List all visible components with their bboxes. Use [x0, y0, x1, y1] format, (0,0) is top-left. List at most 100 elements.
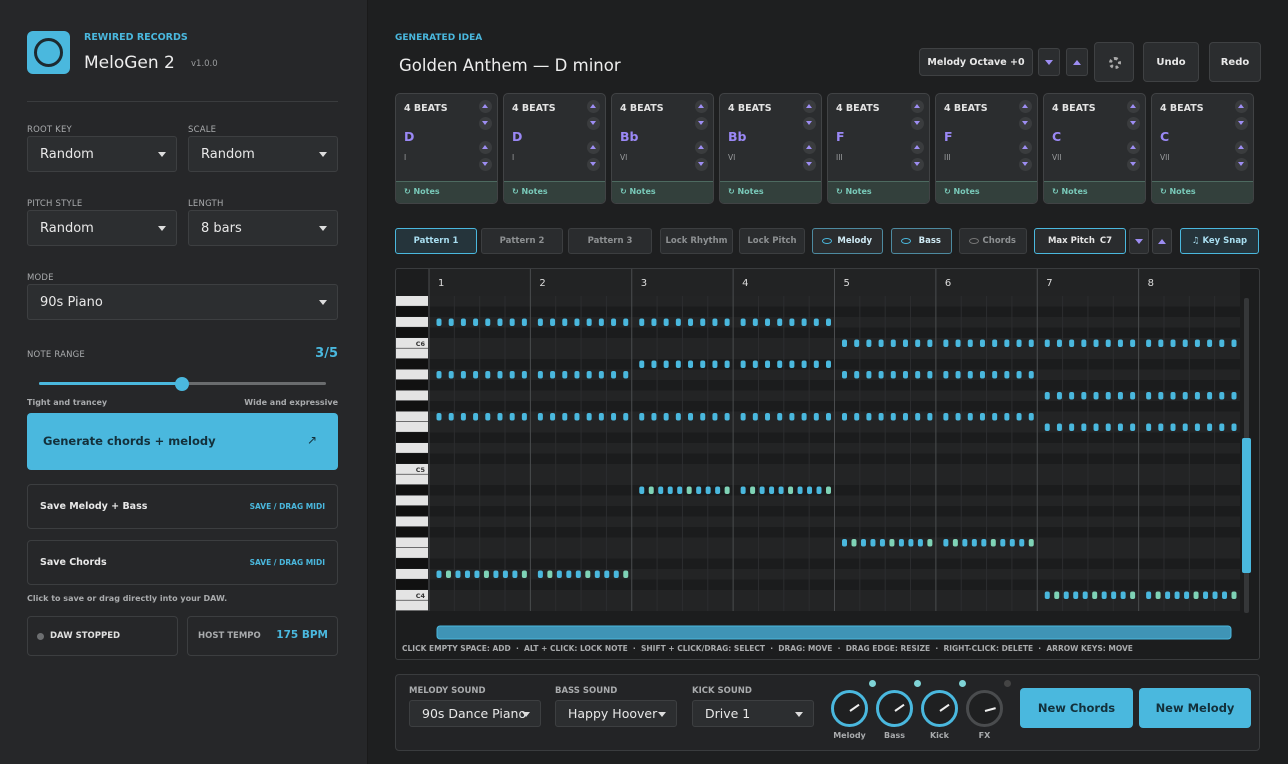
- chord-card[interactable]: 4 BEATS D I ↻ Notes: [503, 93, 606, 204]
- chord-card[interactable]: 4 BEATS D I ↻ Notes: [395, 93, 498, 204]
- chord-card[interactable]: 4 BEATS Bb VI ↻ Notes: [719, 93, 822, 204]
- step-button[interactable]: [803, 141, 816, 154]
- redo-button[interactable]: Redo: [1209, 42, 1261, 82]
- note: [623, 570, 629, 578]
- sound-select[interactable]: Drive 1: [692, 700, 814, 727]
- dropdown[interactable]: 90s Piano: [27, 284, 338, 320]
- note: [1194, 339, 1200, 347]
- step-button[interactable]: [1127, 117, 1140, 130]
- save-box[interactable]: Save Melody + Bass SAVE / DRAG MIDI: [27, 484, 338, 529]
- new-chords[interactable]: New Chords: [1020, 688, 1133, 728]
- step-button[interactable]: [911, 158, 924, 171]
- dropdown[interactable]: 8 bars: [188, 210, 338, 246]
- knob[interactable]: [876, 690, 913, 727]
- arrow-icon: [698, 104, 704, 108]
- notes-footer[interactable]: ↻ Notes: [828, 181, 929, 203]
- lock-button[interactable]: Lock Pitch: [739, 228, 805, 254]
- step-button[interactable]: [479, 158, 492, 171]
- notes-footer[interactable]: ↻ Notes: [1152, 181, 1253, 203]
- knob-label: Kick: [929, 731, 949, 740]
- track-toggle[interactable]: Chords: [959, 228, 1027, 254]
- knob[interactable]: [921, 690, 958, 727]
- notes-button: ↻ Notes: [512, 187, 548, 196]
- undo-button[interactable]: Undo: [1143, 42, 1199, 82]
- step-button[interactable]: [1235, 117, 1248, 130]
- logo[interactable]: [27, 31, 70, 74]
- dropdown[interactable]: Random: [188, 136, 338, 172]
- step-button[interactable]: [695, 117, 708, 130]
- step-button[interactable]: [1127, 100, 1140, 113]
- track-toggle[interactable]: Bass: [891, 228, 952, 254]
- note: [1016, 371, 1022, 379]
- notes-footer[interactable]: ↻ Notes: [504, 181, 605, 203]
- step-button[interactable]: [479, 100, 492, 113]
- step-button[interactable]: [1019, 158, 1032, 171]
- step-button[interactable]: [1235, 158, 1248, 171]
- step-button[interactable]: [1019, 100, 1032, 113]
- step-button[interactable]: [1235, 100, 1248, 113]
- dropdown[interactable]: Random: [27, 210, 177, 246]
- max-pitch[interactable]: Max Pitch C7: [1034, 228, 1126, 254]
- pattern-tab[interactable]: Pattern 2: [481, 228, 563, 254]
- notes-footer[interactable]: ↻ Notes: [612, 181, 713, 203]
- chord-beats: 4 BEATS: [836, 103, 880, 114]
- notes-footer[interactable]: ↻ Notes: [396, 181, 497, 203]
- sound-select[interactable]: 90s Dance Piano: [409, 700, 541, 727]
- note: [639, 413, 645, 421]
- step-button[interactable]: [911, 100, 924, 113]
- note: [1231, 591, 1237, 599]
- step-button[interactable]: [587, 117, 600, 130]
- pattern-tab[interactable]: Pattern 3: [568, 228, 652, 254]
- step-button[interactable]: [911, 117, 924, 130]
- step-button[interactable]: [803, 158, 816, 171]
- pitch-down[interactable]: [1129, 228, 1149, 254]
- step-button[interactable]: [1127, 141, 1140, 154]
- notes-footer[interactable]: ↻ Notes: [1044, 181, 1145, 203]
- notes-footer[interactable]: ↻ Notes: [720, 181, 821, 203]
- sound-select[interactable]: Happy Hoover: [555, 700, 677, 727]
- step-button[interactable]: [587, 100, 600, 113]
- knob[interactable]: [831, 690, 868, 727]
- step-button[interactable]: [803, 117, 816, 130]
- lock-button[interactable]: Lock Rhythm: [660, 228, 733, 254]
- step-button[interactable]: [587, 141, 600, 154]
- step-button[interactable]: [803, 100, 816, 113]
- arrow-icon: [590, 145, 596, 149]
- step-button[interactable]: [695, 158, 708, 171]
- notes-footer[interactable]: ↻ Notes: [936, 181, 1037, 203]
- octave-up[interactable]: [1066, 48, 1088, 76]
- save-box[interactable]: Save Chords SAVE / DRAG MIDI: [27, 540, 338, 585]
- slider-thumb[interactable]: [175, 377, 189, 391]
- tempo-label: HOST TEMPO: [198, 631, 261, 641]
- chord-card[interactable]: 4 BEATS Bb VI ↻ Notes: [611, 93, 714, 204]
- chord-card[interactable]: 4 BEATS F III ↻ Notes: [827, 93, 930, 204]
- step-button[interactable]: [1235, 141, 1248, 154]
- step-button[interactable]: [1127, 158, 1140, 171]
- key-snap[interactable]: ♫ Key Snap: [1180, 228, 1259, 254]
- step-button[interactable]: [1019, 141, 1032, 154]
- knob[interactable]: [966, 690, 1003, 727]
- chord-card[interactable]: 4 BEATS F III ↻ Notes: [935, 93, 1038, 204]
- piano-roll[interactable]: 1 2 3 4 5 6 7 8 C6 C5 C4: [395, 268, 1260, 660]
- note: [594, 570, 600, 578]
- step-button[interactable]: [911, 141, 924, 154]
- chord-card[interactable]: 4 BEATS C VII ↻ Notes: [1151, 93, 1254, 204]
- settings-button[interactable]: [1094, 42, 1134, 82]
- note: [550, 371, 556, 379]
- note: [1009, 539, 1015, 547]
- note: [1092, 591, 1098, 599]
- step-button[interactable]: [695, 141, 708, 154]
- octave-down[interactable]: [1038, 48, 1060, 76]
- new-melody[interactable]: New Melody: [1139, 688, 1251, 728]
- dropdown[interactable]: Random: [27, 136, 177, 172]
- step-button[interactable]: [587, 158, 600, 171]
- step-button[interactable]: [1019, 117, 1032, 130]
- generate-button[interactable]: Generate chords + melody ↗: [27, 413, 338, 470]
- step-button[interactable]: [479, 141, 492, 154]
- step-button[interactable]: [695, 100, 708, 113]
- pitch-up[interactable]: [1152, 228, 1172, 254]
- pattern-tab[interactable]: Pattern 1: [395, 228, 477, 254]
- step-button[interactable]: [479, 117, 492, 130]
- track-toggle[interactable]: Melody: [812, 228, 883, 254]
- chord-card[interactable]: 4 BEATS C VII ↻ Notes: [1043, 93, 1146, 204]
